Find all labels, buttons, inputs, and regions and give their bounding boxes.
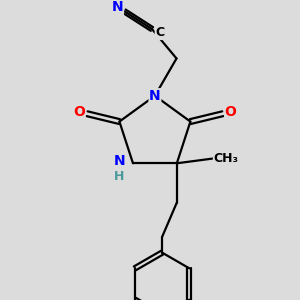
- Text: N: N: [149, 89, 161, 103]
- Text: C: C: [155, 26, 164, 40]
- Text: CH₃: CH₃: [213, 152, 238, 165]
- Text: N: N: [112, 0, 123, 14]
- Text: H: H: [114, 169, 124, 182]
- Text: N: N: [113, 154, 125, 168]
- Text: O: O: [73, 105, 85, 119]
- Text: O: O: [225, 105, 237, 119]
